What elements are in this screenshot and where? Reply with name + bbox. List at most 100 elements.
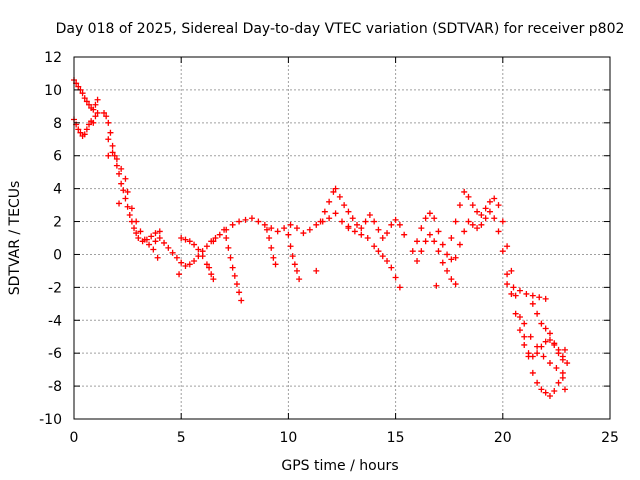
data-point [293,267,300,274]
data-point [92,101,99,108]
data-point [474,208,481,215]
data-point [396,284,403,291]
data-point [101,109,108,116]
data-point [248,215,255,222]
data-point [113,156,120,163]
data-point [534,310,541,317]
data-point [81,95,88,102]
y-tick-label: 10 [44,83,62,99]
data-point [116,200,123,207]
data-point [354,221,361,228]
data-point [351,228,358,235]
data-point [92,113,99,120]
data-point [536,294,543,301]
data-point [396,221,403,228]
data-point [330,188,337,195]
data-point [375,248,382,255]
data-point [317,218,324,225]
data-point [182,262,189,269]
y-tick-label: 6 [53,149,62,165]
data-point [210,276,217,283]
data-point [133,218,140,225]
series-arc-4 [105,136,161,261]
data-point [339,218,345,225]
data-point [508,267,515,274]
data-point [227,254,234,261]
data-point [173,254,180,261]
y-tick-label: 0 [53,247,62,263]
data-point [109,142,116,149]
data-point [77,129,84,136]
y-tick-label: 8 [53,116,62,132]
data-point [229,264,236,271]
data-point [478,211,485,218]
data-point [375,226,382,233]
data-point [141,236,148,243]
data-point [156,235,163,241]
data-point [261,221,268,228]
data-point [287,221,294,228]
data-point [75,126,82,133]
series-arc-10 [285,231,303,283]
data-point [345,223,352,230]
series-arc-16 [452,208,571,367]
data-point [90,119,97,126]
data-point [529,300,536,307]
data-point [349,215,356,222]
x-axis-title: GPS time / hours [281,458,398,474]
data-point [113,162,120,169]
data-point [555,350,562,357]
data-point [388,264,395,271]
data-point [210,238,217,245]
data-point [546,392,553,399]
data-point [152,238,159,245]
data-point [137,228,144,235]
data-point [223,235,230,241]
data-point [274,228,281,235]
data-point [504,271,511,278]
data-point [431,238,438,245]
data-point [555,379,562,386]
x-tick-label: 0 [70,430,79,446]
data-point [178,259,185,266]
data-point [508,290,515,297]
data-point [516,313,523,320]
series-outliers [105,152,440,289]
series-arc-2 [71,109,101,139]
data-point [122,175,129,182]
series-arc-1 [71,77,101,113]
data-point [116,170,123,177]
data-point [118,180,125,187]
data-point [300,230,307,237]
data-point [491,195,498,202]
series-arc-15 [448,188,566,399]
data-point [561,346,568,353]
data-point [203,261,210,268]
data-point [452,281,459,288]
data-point [422,238,429,245]
data-point [233,281,240,288]
x-tick-label: 25 [601,430,619,446]
data-point [540,353,547,360]
data-point [559,356,566,363]
data-point [401,231,408,238]
data-point [512,310,519,317]
data-point [495,228,502,235]
data-point [521,333,528,340]
data-point [392,216,399,223]
data-point [105,119,112,126]
data-point [523,290,530,297]
data-point [469,221,476,228]
data-point [176,271,183,278]
data-point [444,267,451,274]
data-point [561,386,568,393]
data-point [465,218,472,225]
data-point [551,388,558,395]
data-point [186,238,193,245]
data-point [206,264,213,271]
data-point [414,238,421,245]
data-point [291,261,298,268]
data-point [448,256,455,263]
data-point [525,350,532,357]
